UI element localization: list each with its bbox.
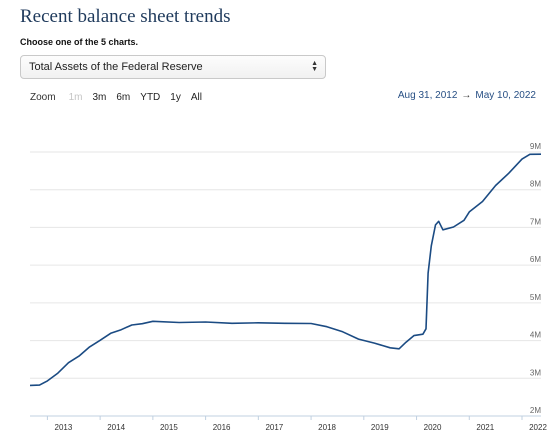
x-tick-label: 2018 bbox=[318, 423, 336, 432]
zoom-all-button[interactable]: All bbox=[190, 91, 202, 103]
y-tick-label: 7M bbox=[530, 217, 541, 226]
page-title: Recent balance sheet trends bbox=[20, 6, 231, 27]
y-tick-label: 2M bbox=[530, 406, 541, 415]
y-tick-label: 3M bbox=[530, 368, 541, 377]
y-tick-label: 6M bbox=[530, 255, 541, 264]
x-tick-label: 2022 bbox=[529, 423, 547, 432]
select-arrows-icon: ▲ ▼ bbox=[311, 60, 318, 73]
y-tick-label: 5M bbox=[530, 293, 541, 302]
x-tick-label: 2014 bbox=[107, 423, 125, 432]
chart-grid bbox=[30, 151, 541, 379]
y-tick-label: 8M bbox=[530, 180, 541, 189]
zoom-label: Zoom bbox=[30, 91, 56, 103]
range-to-date[interactable]: May 10, 2022 bbox=[475, 90, 536, 101]
zoom-6m-button[interactable]: 6m bbox=[116, 91, 131, 103]
zoom-controls: Zoom 1m 3m 6m YTD 1y All bbox=[30, 90, 207, 104]
y-tick-label: 4M bbox=[530, 331, 541, 340]
x-tick-label: 2015 bbox=[160, 423, 178, 432]
zoom-1m-button[interactable]: 1m bbox=[68, 91, 83, 103]
x-tick-label: 2013 bbox=[55, 423, 73, 432]
y-tick-label: 9M bbox=[530, 142, 541, 151]
y-axis-ticks: 2M 3M 4M 5M 6M 7M 8M 9M bbox=[530, 142, 541, 415]
x-tick-label: 2020 bbox=[424, 423, 442, 432]
x-tick-label: 2017 bbox=[265, 423, 283, 432]
range-from-date[interactable]: Aug 31, 2012 bbox=[397, 90, 458, 101]
zoom-3m-button[interactable]: 3m bbox=[92, 91, 107, 103]
x-tick-label: 2021 bbox=[476, 423, 494, 432]
chart-chooser-label: Choose one of the 5 charts. bbox=[20, 37, 139, 47]
total-assets-line[interactable] bbox=[29, 153, 542, 387]
x-tick-label: 2019 bbox=[371, 423, 389, 432]
chart-selector-value: Total Assets of the Federal Reserve bbox=[29, 61, 203, 73]
zoom-ytd-button[interactable]: YTD bbox=[140, 91, 161, 103]
x-tick-label: 2016 bbox=[213, 423, 231, 432]
chart-selector-dropdown[interactable]: Total Assets of the Federal Reserve ▲ ▼ bbox=[20, 55, 326, 79]
date-range-display: Aug 31, 2012 → May 10, 2022 bbox=[398, 90, 536, 101]
x-axis-ticks: 2013 2014 2015 2016 2017 2018 2019 2020 2021 2022 bbox=[46, 416, 547, 432]
zoom-1y-button[interactable]: 1y bbox=[170, 91, 181, 103]
range-arrow-icon: → bbox=[461, 90, 472, 101]
